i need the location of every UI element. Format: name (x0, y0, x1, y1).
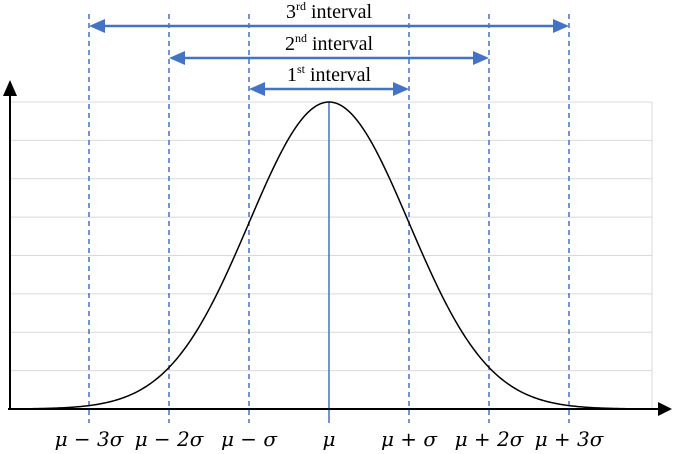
tick-label: μ − 2σ (135, 427, 205, 451)
interval-word: interval (305, 64, 372, 86)
interval-1: 1st interval (249, 62, 409, 96)
sigma-lines (88, 14, 570, 423)
tick-label: μ (323, 427, 336, 451)
bell-curve (19, 101, 651, 410)
tick-label: μ + 3σ (535, 427, 605, 451)
interval-label: 2nd interval (285, 31, 374, 55)
x-tick-labels: μ − 3σ μ − 2σ μ − σ μ μ + σ μ + 2σ μ + 3σ (55, 427, 605, 451)
tick-label: μ + 2σ (455, 427, 525, 451)
interval-2: 2nd interval (169, 31, 489, 65)
interval-3: 3rd interval (89, 0, 569, 33)
interval-word: interval (307, 33, 374, 55)
interval-arrowhead-left (249, 82, 265, 96)
interval-arrowhead-right (393, 82, 409, 96)
axes (3, 80, 672, 416)
interval-label: 3rd interval (286, 0, 373, 23)
y-axis-arrowhead (3, 80, 17, 96)
grid (10, 101, 653, 409)
interval-arrowhead-right (473, 51, 489, 65)
interval-arrowhead-right (553, 19, 569, 33)
interval-number: 2 (285, 33, 295, 55)
x-axis-arrowhead (658, 402, 672, 416)
interval-arrowhead-left (89, 19, 105, 33)
interval-arrowhead-left (169, 51, 185, 65)
interval-ordinal-suffix: st (297, 62, 306, 76)
interval-ordinal-suffix: nd (295, 31, 307, 45)
interval-number: 1 (287, 64, 297, 86)
interval-ordinal-suffix: rd (296, 0, 306, 13)
tick-label: μ − σ (221, 427, 278, 451)
tick-label: μ − 3σ (55, 427, 125, 451)
interval-label: 1st interval (287, 62, 372, 86)
interval-number: 3 (286, 1, 296, 23)
interval-word: interval (306, 1, 373, 23)
tick-label: μ + σ (381, 427, 438, 451)
